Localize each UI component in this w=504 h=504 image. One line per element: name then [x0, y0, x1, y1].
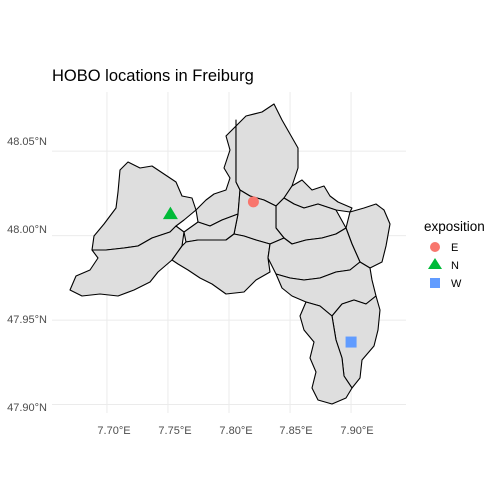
- y-tick-label: 48.05°N: [7, 136, 47, 148]
- y-tick-label: 47.95°N: [7, 314, 47, 326]
- legend-label-n: N: [451, 260, 459, 272]
- legend-key-square: [430, 278, 440, 288]
- y-tick-label: 47.90°N: [7, 402, 47, 414]
- x-tick-label: 7.70°E: [97, 425, 130, 437]
- map-title: HOBO locations in Freiburg: [52, 67, 254, 85]
- y-axis-ticks: 48.05°N 48.00°N 47.95°N 47.90°N: [7, 136, 47, 414]
- district-far-south: [299, 301, 353, 405]
- district-south-center: [171, 233, 271, 295]
- x-tick-label: 7.80°E: [219, 425, 252, 437]
- legend-key-triangle: [428, 258, 442, 269]
- points-layer: [162, 196, 357, 348]
- legend: exposition E N W: [424, 219, 485, 290]
- hobo-point-e: [247, 196, 259, 208]
- x-axis-ticks: 7.70°E 7.75°E 7.80°E 7.85°E 7.90°E: [97, 425, 373, 437]
- legend-key-circle: [430, 242, 440, 252]
- x-tick-label: 7.90°E: [340, 425, 373, 437]
- x-tick-label: 7.75°E: [158, 425, 191, 437]
- district-southwest: [69, 225, 185, 297]
- legend-label-w: W: [451, 278, 462, 290]
- legend-label-e: E: [451, 242, 458, 254]
- legend-title: exposition: [424, 219, 485, 234]
- hobo-point-w: [345, 336, 357, 348]
- x-tick-label: 7.85°E: [279, 425, 312, 437]
- hobo-point-n: [162, 206, 178, 220]
- district-map: [69, 103, 391, 405]
- y-tick-label: 48.00°N: [7, 224, 47, 236]
